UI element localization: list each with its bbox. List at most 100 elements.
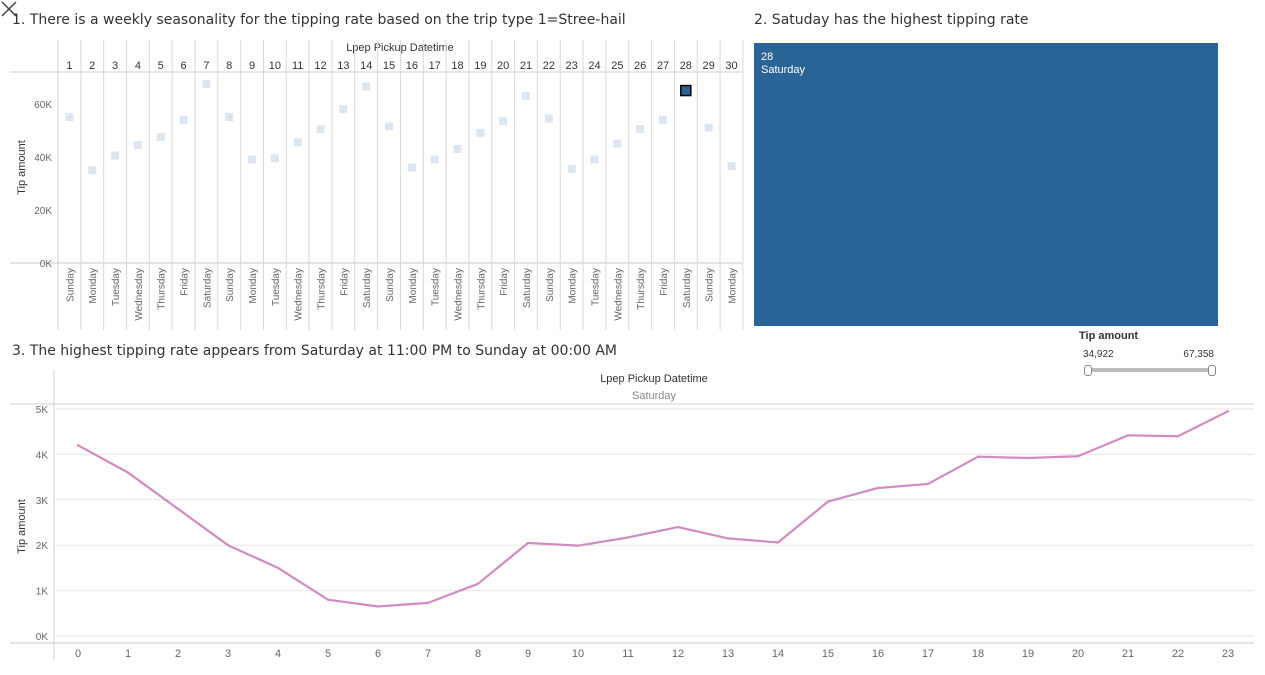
data-point [1226,410,1230,413]
data-point [339,105,348,114]
x-tick-label: 22 [1172,648,1184,660]
weekday-label: Tuesday [271,268,282,306]
day-header-label: 5 [158,60,164,72]
data-point [926,482,930,486]
weekday-label: Monday [248,268,259,304]
x-tick-label: 19 [1022,648,1034,660]
weekday-label: Wednesday [454,268,465,321]
x-tick-label: 16 [872,648,884,660]
data-point [88,166,97,175]
data-point [613,139,622,148]
weekday-label: Sunday [225,268,236,302]
chart-2-title: 2. Satuday has the highest tipping rate [754,12,1029,28]
y-tick-label: 5K [36,405,49,416]
data-point [453,144,462,153]
weekday-label: Saturday [522,268,533,308]
weekday-label: Tuesday [591,268,602,306]
y-tick-label: 1K [36,587,49,598]
data-point [133,140,142,149]
day-header-label: 6 [181,60,187,72]
data-point [430,155,439,164]
weekday-label: Sunday [705,268,716,302]
data-point [522,91,531,100]
range-slider-max-handle[interactable] [1208,365,1216,376]
y-tick-label: 40K [34,153,52,164]
data-point [156,132,165,141]
x-tick-label: 3 [225,648,231,660]
range-slider-track[interactable] [1087,368,1213,372]
weekday-label: Thursday [157,268,168,310]
data-point [876,486,880,490]
y-tick-label: 0K [40,259,53,270]
data-point [1126,434,1130,437]
data-point [362,82,371,91]
data-point [407,163,416,172]
data-point [276,566,280,570]
day-header-label: 21 [520,60,532,72]
day-header-label: 2 [89,60,95,72]
weekday-treemap-cell[interactable]: 28 Saturday [754,43,1218,326]
weekday-label: Monday [727,268,738,304]
chart-3-title: 3. The highest tipping rate appears from… [12,343,618,359]
range-slider-min-handle[interactable] [1084,365,1092,376]
data-point [776,541,780,544]
data-point [376,605,380,608]
x-tick-label: 13 [722,648,734,660]
day-header-label: 8 [226,60,232,72]
weekday-label: Saturday [202,268,213,308]
x-tick-label: 11 [622,648,633,660]
data-point [226,544,230,547]
weekday-label: Friday [180,268,191,296]
filter-min-label: 34,922 [1083,349,1114,360]
x-tick-label: 12 [672,648,684,660]
y-tick-label: 4K [36,450,49,461]
x-tick-label: 21 [1122,648,1134,660]
day-header-label: 29 [703,60,715,72]
data-point [590,155,599,164]
x-tick-label: 2 [175,648,181,660]
data-point [76,444,80,447]
day-header-label: 19 [474,60,486,72]
data-point [567,164,576,173]
day-header-label: 4 [135,60,141,72]
filter-title: Tip amount [1079,330,1139,342]
weekday-label: Saturday [682,268,693,308]
chart-1-title: 1. There is a weekly seasonality for the… [12,12,626,28]
day-header-label: 9 [249,60,255,72]
data-point [1176,435,1180,438]
data-point [1076,455,1080,458]
data-point [976,455,980,458]
weekday-label: Friday [659,268,670,296]
day-header-label: 16 [406,60,418,72]
data-point [176,507,180,511]
tip-amount-series-line [77,410,1229,608]
x-tick-label: 15 [822,648,834,660]
data-point [385,122,394,131]
data-point [704,123,713,132]
highlighted-data-point [680,84,692,97]
day-header-label: 3 [112,60,118,72]
weekday-label: Friday [499,268,510,296]
x-tick-label: 1 [125,648,131,660]
x-tick-label: 0 [75,648,81,660]
day-header-label: 30 [725,60,737,72]
day-header-label: 23 [566,60,578,72]
data-point [225,113,234,122]
x-tick-label: 8 [475,648,481,660]
data-point [202,79,211,88]
data-point [576,544,580,547]
data-point [65,113,74,122]
x-tick-label: 23 [1222,648,1234,660]
data-point [179,115,188,124]
y-tick-label: 0K [36,632,49,643]
weekday-label: Wednesday [613,268,624,321]
weekday-label: Monday [88,268,99,304]
day-header-label: 7 [203,60,209,72]
close-icon[interactable] [0,0,18,18]
data-point [658,115,667,124]
data-point [526,541,530,545]
x-tick-label: 20 [1072,648,1084,660]
weekday-label: Thursday [636,268,647,310]
weekday-label: Sunday [65,268,76,302]
treemap-day-label: 28 [761,51,774,63]
